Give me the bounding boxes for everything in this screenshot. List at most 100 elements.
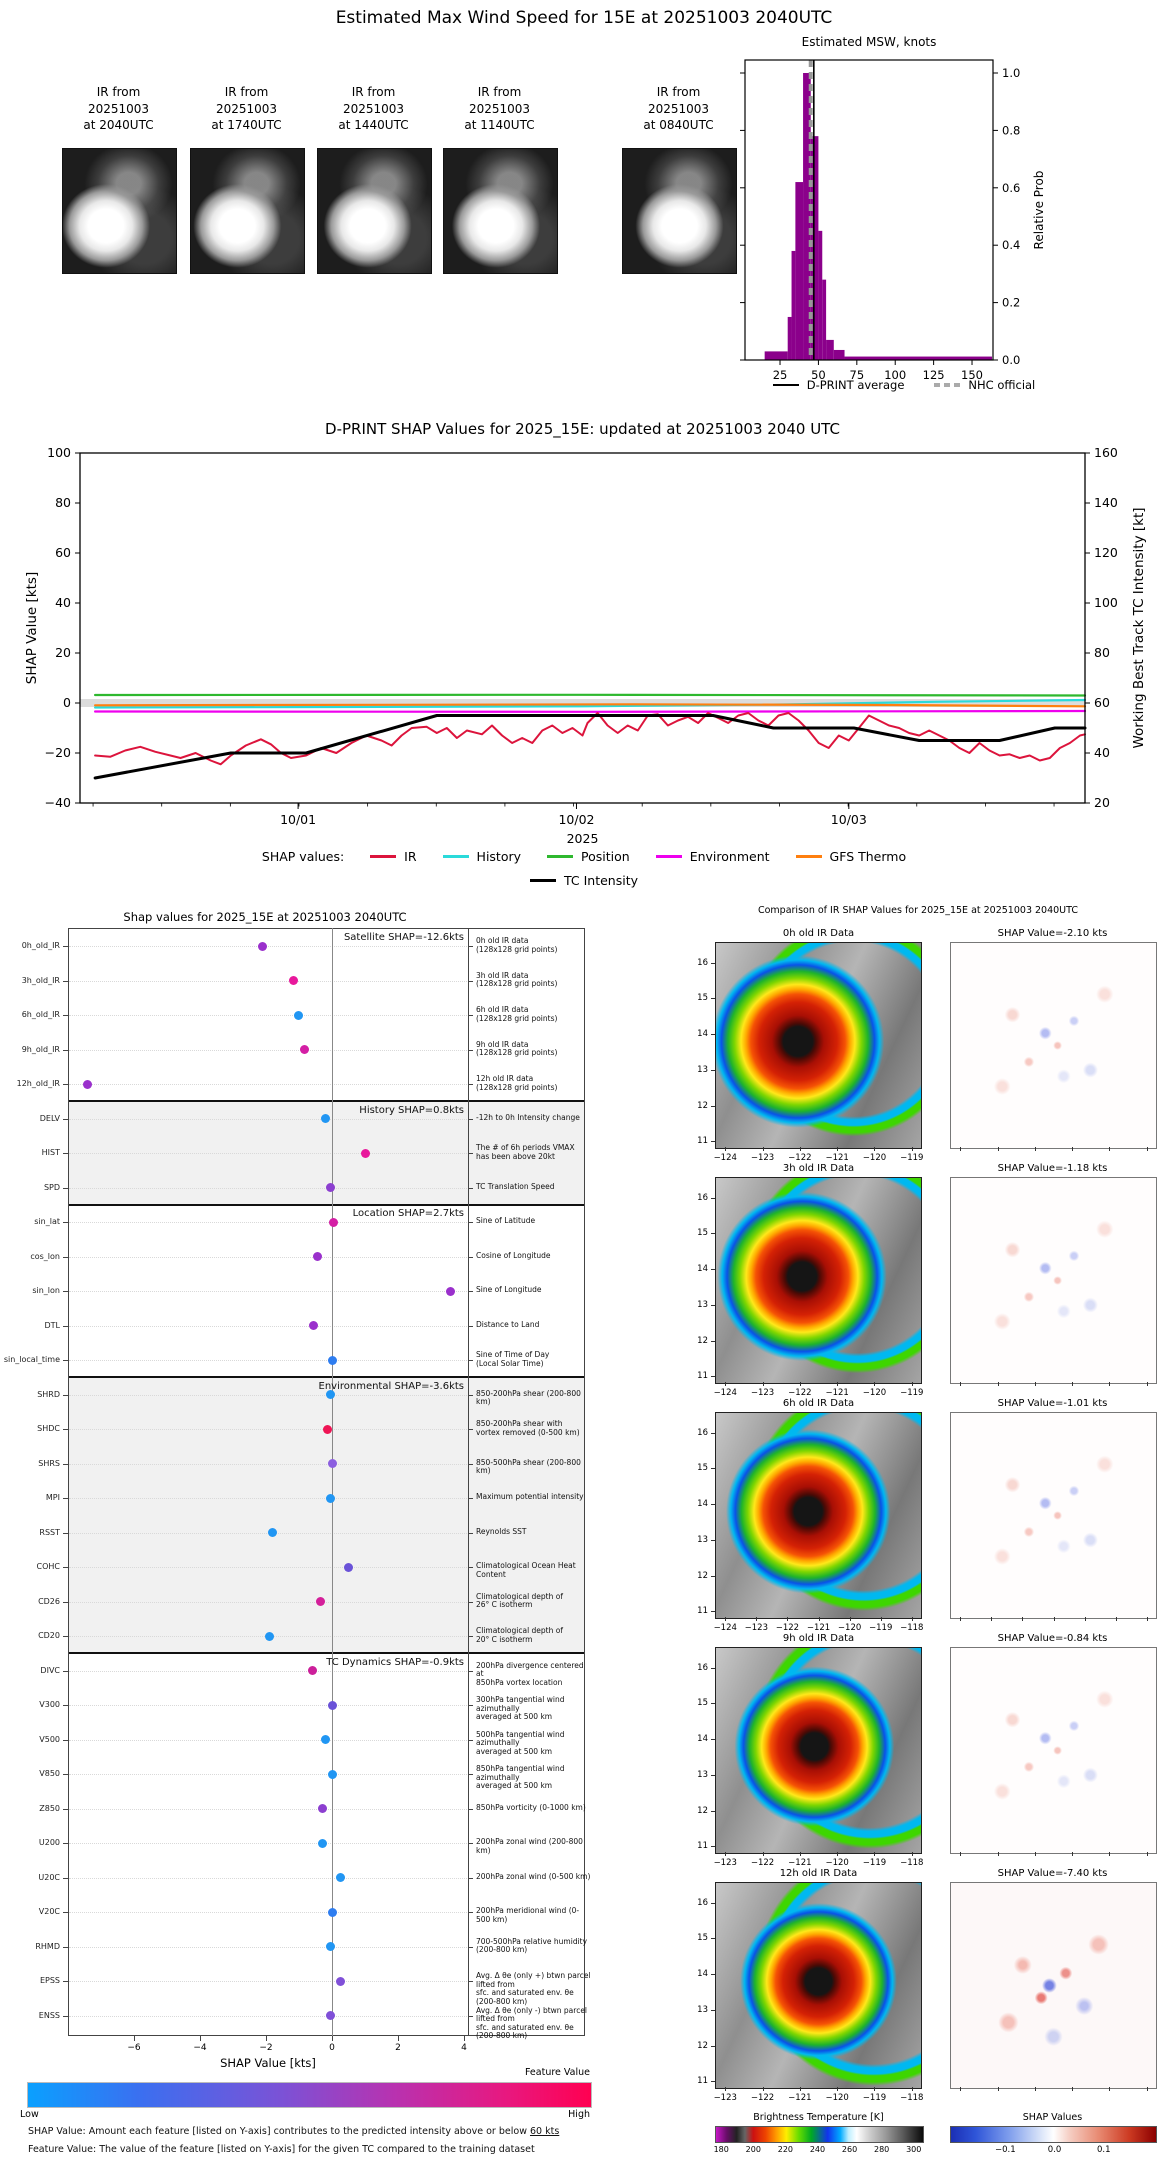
- map-xtick-label: −119: [862, 2093, 887, 2103]
- shap-map-xtick: [1034, 1382, 1036, 1386]
- hist-box: [744, 59, 994, 361]
- desc-tick: [468, 1222, 473, 1223]
- desc-tick: [468, 1567, 473, 1568]
- shap-map-xtick: [997, 1382, 999, 1386]
- shap-colorbar-tick-label: 0.1: [1096, 2145, 1111, 2155]
- feature-tick: [63, 1705, 68, 1706]
- feature-tick: [63, 1946, 68, 1948]
- ir-thumb-image: [622, 148, 737, 274]
- desc-tick: [468, 1981, 473, 1982]
- map-xtick-label: −121: [806, 1623, 831, 1633]
- map-xtick: [874, 1382, 876, 1386]
- shap-map-xtick: [1034, 2087, 1036, 2091]
- map-ytick-label: 12: [697, 1101, 708, 1111]
- feature-description-line: averaged at 500 km: [476, 1781, 553, 1791]
- desc-tick: [468, 1808, 473, 1810]
- map-ytick-label: 12: [697, 2041, 708, 2051]
- shap-map-xtick: [1146, 1147, 1148, 1151]
- ir-thumb-label-line: 20251003: [647, 101, 710, 116]
- shap-dot-6h_old_IR: [294, 1010, 304, 1020]
- shap-dot-cos_lon: [312, 1252, 322, 1261]
- shap-map-xtick: [1084, 1617, 1086, 1621]
- feature-description-line: (128x128 grid points): [476, 1082, 558, 1092]
- ir-map-title: 9h old IR Data: [782, 1633, 855, 1644]
- shap-dot-U200: [317, 1838, 327, 1848]
- map-ytick: [711, 1375, 715, 1377]
- feature-tick-label: V500: [39, 1734, 60, 1744]
- row-gridline: [69, 1015, 467, 1016]
- ir-thumbnail-strip: IR from 20251003 at 2040UTC IR from 20251003…: [0, 0, 760, 300]
- feature-tick-label: SHDC: [37, 1424, 60, 1433]
- feature-description: 6h old IR data (128x128 grid points): [476, 1005, 591, 1023]
- series-ir: [94, 712, 1086, 766]
- desc-tick: [468, 1601, 473, 1603]
- map-xtick: [725, 1852, 727, 1856]
- timeseries-legend-item: Environment: [655, 849, 770, 864]
- map-xtick-label: −121: [788, 1858, 812, 1868]
- feature-description-line: 200hPa meridional wind (0-500 km): [476, 1906, 580, 1924]
- row-gridline: [69, 1291, 467, 1292]
- map-xtick: [837, 1852, 839, 1856]
- map-xtick: [762, 1382, 764, 1386]
- feature-tick-label: CD20: [38, 1631, 60, 1640]
- map-ytick-label: 14: [697, 1734, 708, 1745]
- shap-map-xtick: [960, 1852, 962, 1856]
- feature-description-line: Climatological depth of: [476, 1591, 563, 1601]
- ir-thumb-label: IR from 20251003 at 2040UTC: [62, 84, 175, 134]
- map-xtick-label: −124: [713, 1153, 737, 1163]
- feature-tick: [63, 980, 68, 982]
- ir-map-title: 12h old IR Data: [779, 1868, 858, 1879]
- row-gridline: [69, 980, 467, 982]
- desc-tick: [468, 1325, 473, 1327]
- shap-map: [950, 942, 1157, 1149]
- ts-ylabel-right: Working Best Track TC Intensity [kt]: [1131, 507, 1147, 748]
- feature-description: 200hPa zonal wind (200-800 km): [476, 1837, 591, 1855]
- shap-map-title: SHAP Value=-2.10 kts: [997, 928, 1108, 939]
- map-xtick-label: −119: [900, 1153, 924, 1163]
- dot-xtick: [266, 2036, 267, 2041]
- feature-tick: [63, 1049, 68, 1051]
- shap-dot-U20C: [335, 1873, 345, 1882]
- map-xtick: [762, 1852, 764, 1856]
- hist-bar: [791, 250, 796, 360]
- feature-description-line: 9h old IR data: [476, 1039, 529, 1049]
- legend-line-swatch: [655, 855, 682, 858]
- shap-dot-DELV: [320, 1114, 330, 1123]
- bt-colorbar-tick-label: 200: [745, 2145, 761, 2154]
- row-gridline: [69, 1049, 467, 1051]
- feature-description-line: Sine of Longitude: [476, 1285, 542, 1294]
- feature-description: 700-500hPa relative humidity (200-800 km): [476, 1937, 591, 1955]
- bt-colorbar-tick-label: 300: [906, 2145, 922, 2154]
- ir-thumb-label-line: at 1740UTC: [211, 118, 282, 132]
- map-xtick-label: −123: [744, 1623, 768, 1633]
- map-ytick-label: 15: [697, 1698, 708, 1709]
- hist-xtick-label: 50: [811, 368, 826, 382]
- histogram-svg: Estimated MSW, knots 0.0 0.2 0.4 0.6 0.8 1.0 25…: [740, 35, 1046, 382]
- feature-tick: [63, 1567, 68, 1568]
- map-xtick-label: −124: [713, 1388, 737, 1398]
- feature-tick: [63, 1843, 68, 1844]
- desc-tick: [468, 1153, 473, 1154]
- map-ytick-label: 14: [697, 1499, 708, 1510]
- shap-dot-Z850: [317, 1804, 327, 1813]
- hist-bar: [844, 356, 992, 360]
- shap-dot-DIVC: [307, 1666, 317, 1675]
- map-xtick: [911, 1617, 913, 1621]
- ir-map: [715, 1412, 922, 1619]
- legend-label: Environment: [689, 849, 770, 864]
- map-ytick-label: 11: [697, 1605, 708, 1616]
- map-xtick: [756, 1617, 758, 1621]
- feature-description-line: Climatological depth of: [476, 1626, 563, 1635]
- dot-xtick-label: 0: [329, 2043, 335, 2053]
- feature-tick: [63, 1601, 68, 1603]
- row-gridline: [69, 1670, 467, 1672]
- shap-map-xtick: [1109, 1382, 1111, 1386]
- feature-tick: [63, 1981, 68, 1982]
- row-gridline: [69, 1256, 467, 1258]
- row-gridline: [69, 1463, 467, 1465]
- shap-colorbar-tick-label: −0.1: [995, 2145, 1016, 2155]
- feature-description: 0h old IR data (128x128 grid points): [476, 936, 591, 954]
- feature-description-line: (128x128 grid points): [476, 979, 558, 989]
- feature-tick: [63, 1877, 68, 1879]
- map-ytick-label: 14: [697, 1969, 708, 1980]
